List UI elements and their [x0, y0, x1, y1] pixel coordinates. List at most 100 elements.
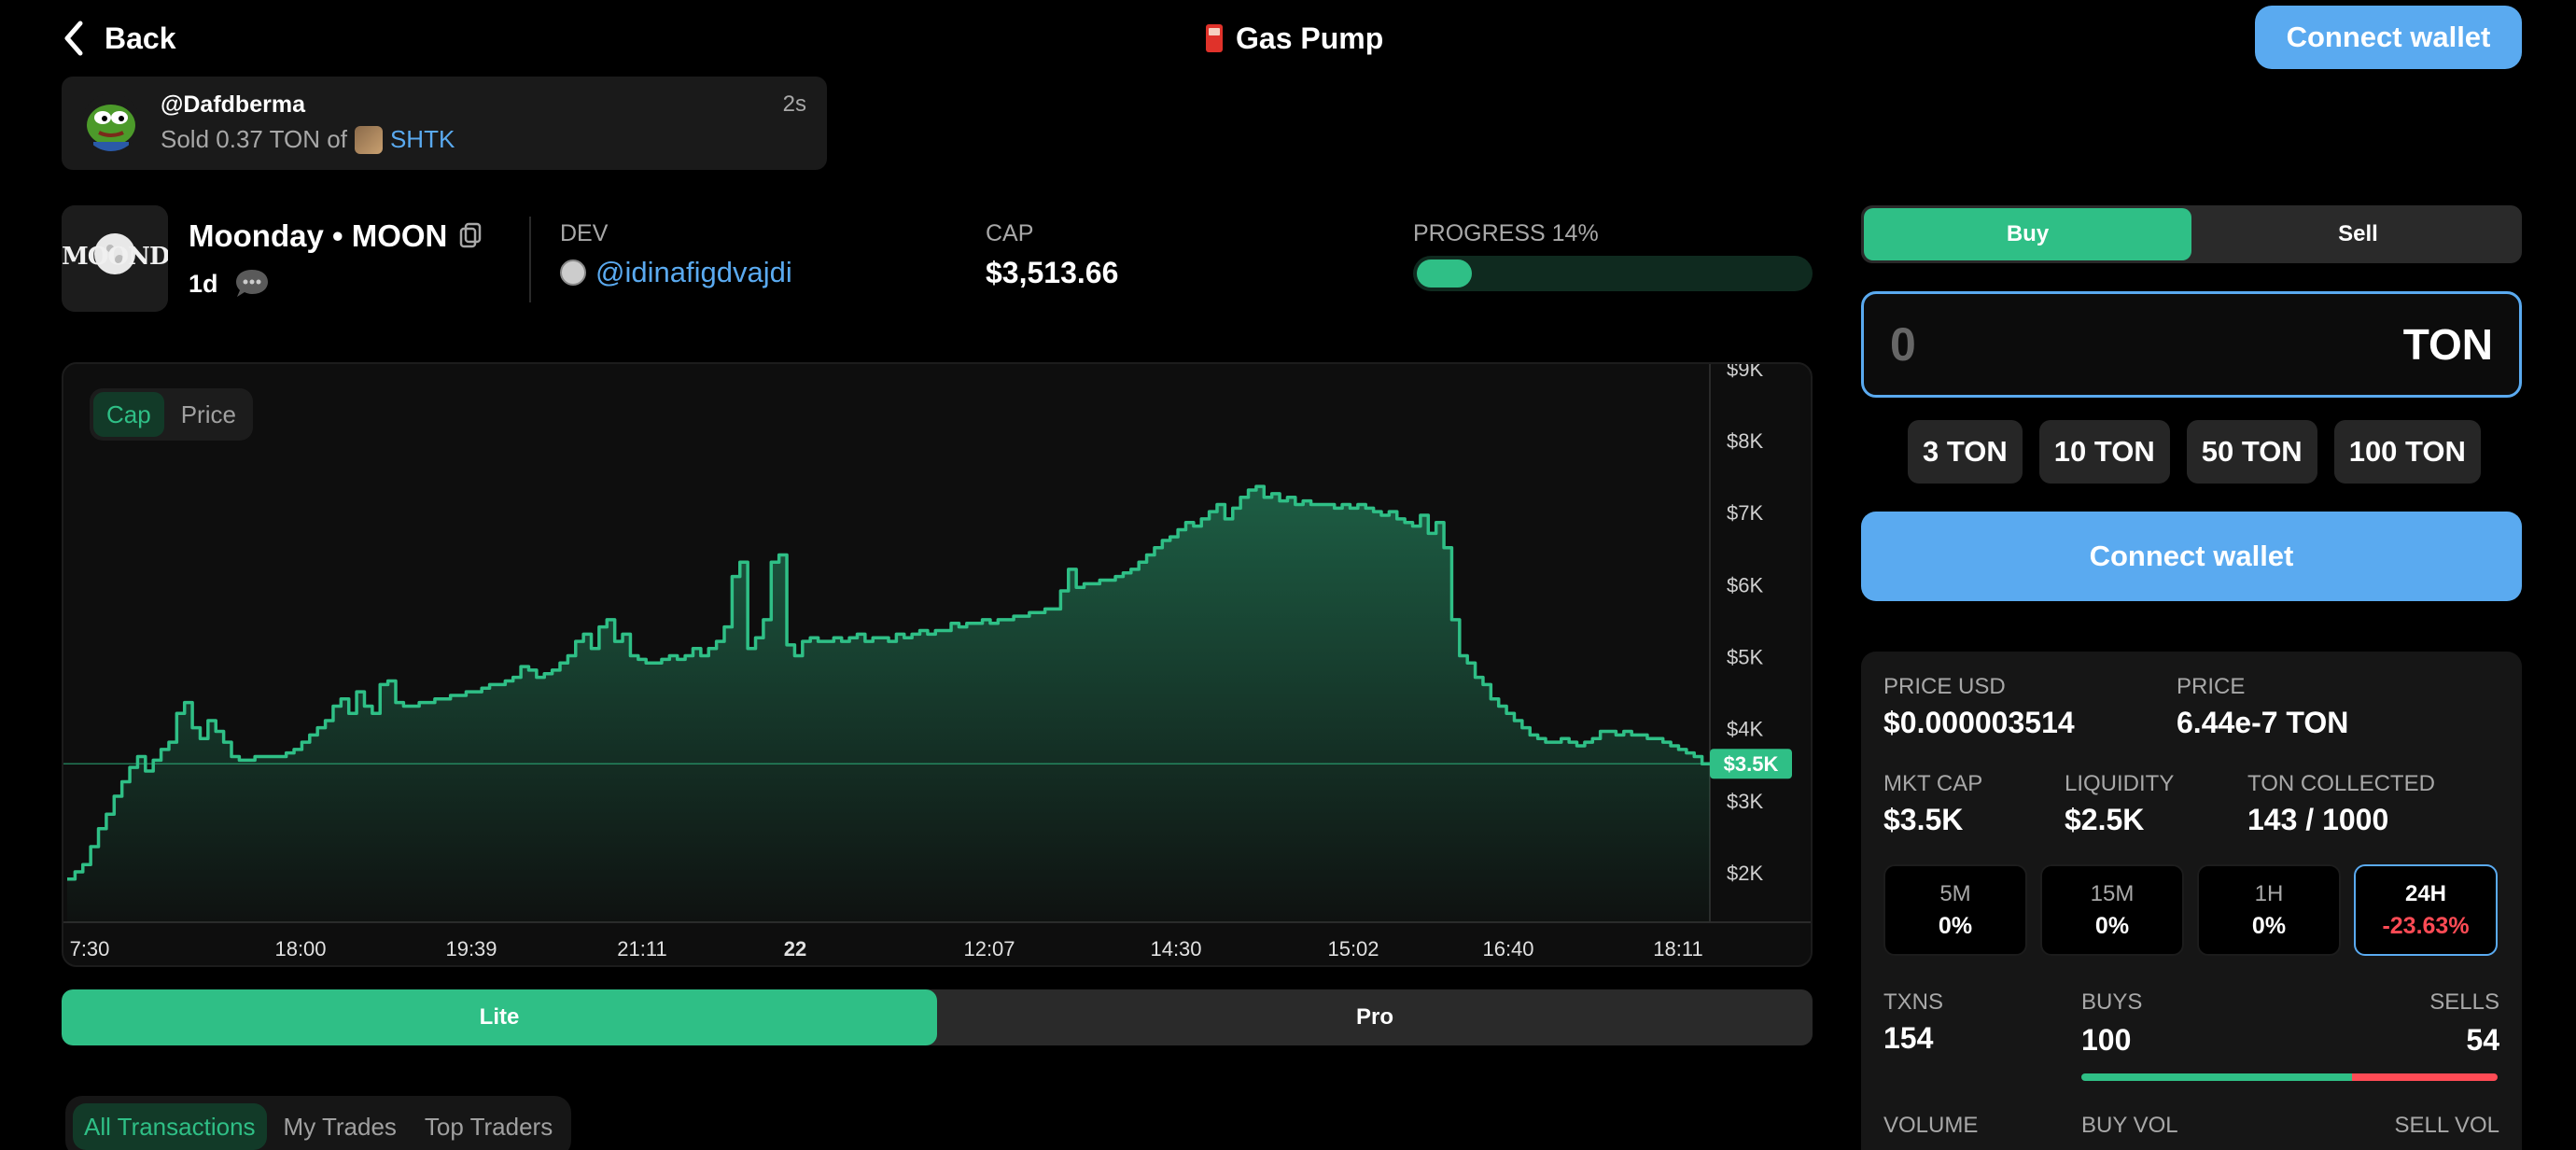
- token-logo: MOONDAY: [62, 205, 168, 312]
- notification-action-text: Sold 0.37 TON of: [161, 125, 347, 153]
- notification-time: 2s: [782, 91, 806, 117]
- txns-value: 154: [1883, 1021, 1934, 1055]
- current-value-label: $3.5K: [1724, 752, 1779, 776]
- notification-action: Sold 0.37 TON of SHTK: [161, 125, 455, 154]
- x-tick-label: 18:11: [1653, 937, 1702, 961]
- dev-link[interactable]: @idinafigdvajdi: [560, 256, 792, 289]
- timeframe-15m[interactable]: 15M 0%: [2040, 864, 2184, 956]
- x-tick-label: 7:30: [70, 937, 110, 961]
- sells-value: 54: [2466, 1023, 2499, 1057]
- sell-share: [2351, 1073, 2498, 1081]
- price-usd-label: PRICE USD: [1883, 674, 2006, 699]
- current-value-badge: [1710, 749, 1792, 779]
- pro-tab[interactable]: Pro: [1355, 1004, 1393, 1030]
- timeframe-label: 15M: [2090, 881, 2135, 906]
- y-tick-label: $7K: [1727, 501, 1763, 525]
- chart-cap-tab[interactable]: Cap: [93, 392, 164, 437]
- progress-fill: [1417, 259, 1472, 288]
- progress-bar: [1413, 256, 1813, 291]
- sell-vol-label: SELL VOL: [2394, 1113, 2499, 1138]
- token-thumbnail: [354, 125, 383, 154]
- mktcap-value: $3.5K: [1883, 803, 1964, 836]
- quick-amounts: 3 TON 10 TON 50 TON 100 TON: [1908, 420, 2481, 484]
- trade-notification[interactable]: @Dafdberma Sold 0.37 TON of SHTK 2s: [62, 77, 827, 170]
- y-tick-label: $9K: [1727, 364, 1763, 381]
- price-value: 6.44e-7 TON: [2177, 706, 2349, 739]
- x-tick-label: 15:02: [1327, 937, 1379, 961]
- price-label: PRICE: [2177, 674, 2246, 699]
- app-title-text: Gas Pump: [1236, 21, 1384, 55]
- y-tick-label: $4K: [1727, 718, 1763, 741]
- price-usd-value: $0.000003514: [1883, 706, 2075, 739]
- buy-share: [2081, 1073, 2352, 1081]
- volume-label: VOLUME: [1883, 1113, 1979, 1138]
- token-age-text: 1d: [189, 269, 218, 298]
- connect-wallet-button[interactable]: Connect wallet: [2255, 6, 2522, 69]
- buys-label: BUYS: [2081, 989, 2143, 1015]
- y-tick-label: $2K: [1727, 862, 1763, 885]
- chart-price-tab[interactable]: Price: [180, 400, 236, 428]
- price-chart[interactable]: $9K $8K $7K $6K $5K $4K $3K $2K $3.5K 7:30 18:00 19…: [62, 362, 1813, 967]
- timeframe-label: 24H: [2404, 881, 2447, 906]
- tab-all-transactions[interactable]: All Transactions: [73, 1103, 267, 1150]
- comment-icon[interactable]: [233, 267, 271, 301]
- timeframe-change: -23.63%: [2382, 913, 2470, 939]
- dev-label: DEV: [560, 220, 609, 246]
- ton-collected-label: TON COLLECTED: [2247, 771, 2435, 796]
- transaction-tabs: All Transactions My Trades Top Traders: [65, 1096, 572, 1150]
- ton-collected-value: 143 / 1000: [2247, 803, 2389, 836]
- lite-tab[interactable]: Lite: [62, 989, 937, 1045]
- chart-series-line: [67, 484, 1710, 881]
- quick-amount-button[interactable]: 50 TON: [2186, 420, 2317, 484]
- x-tick-label: 21:11: [617, 937, 666, 961]
- x-tick-label: 22: [784, 937, 806, 961]
- sells-label: SELLS: [2429, 989, 2499, 1015]
- buy-vol-label: BUY VOL: [2081, 1113, 2178, 1138]
- connect-wallet-trade-button[interactable]: Connect wallet: [1861, 512, 2522, 601]
- buy-tab[interactable]: Buy: [1864, 208, 2191, 260]
- quick-amount-button[interactable]: 3 TON: [1908, 420, 2023, 484]
- timeframe-1h[interactable]: 1H 0%: [2197, 864, 2341, 956]
- x-tick-label: 16:40: [1482, 937, 1533, 961]
- timeframe-change: 0%: [2251, 913, 2287, 939]
- progress-label: PROGRESS 14%: [1413, 220, 1599, 246]
- timeframe-24h[interactable]: 24H -23.63%: [2354, 864, 2498, 956]
- timeframe-5m[interactable]: 5M 0%: [1883, 864, 2027, 956]
- app-title: Gas Pump: [1204, 17, 1383, 60]
- chart-mode-toggle: Cap Price: [90, 388, 253, 441]
- tab-top-traders[interactable]: Top Traders: [424, 1112, 553, 1141]
- fuel-pump-icon: [1204, 22, 1225, 54]
- buy-sell-toggle: Buy Sell: [1861, 205, 2522, 263]
- x-tick-label: 14:30: [1150, 937, 1201, 961]
- back-label: Back: [105, 21, 176, 55]
- tab-my-trades[interactable]: My Trades: [283, 1112, 397, 1141]
- liquidity-value: $2.5K: [2065, 803, 2145, 836]
- back-button[interactable]: Back: [62, 17, 176, 60]
- liquidity-label: LIQUIDITY: [2065, 771, 2175, 796]
- token-name-text: Moonday • MOON: [189, 218, 448, 253]
- timeframe-change: 0%: [2094, 913, 2130, 939]
- sell-tab[interactable]: Sell: [2338, 221, 2378, 246]
- buy-sell-ratio-bar: [2081, 1073, 2498, 1081]
- user-avatar: [82, 93, 140, 151]
- cap-value: $3,513.66: [986, 256, 1119, 289]
- token-logo-text: MOONDAY: [62, 243, 168, 271]
- quick-amount-button[interactable]: 100 TON: [2333, 420, 2481, 484]
- timeframe-label: 1H: [2254, 881, 2284, 906]
- copy-icon[interactable]: [458, 222, 483, 250]
- mktcap-label: MKT CAP: [1883, 771, 1983, 796]
- divider: [529, 217, 531, 302]
- token-stats-panel: PRICE USD $0.000003514 PRICE 6.44e-7 TON…: [1861, 652, 2522, 1150]
- token-age: 1d: [189, 267, 271, 301]
- x-tick-label: 18:00: [274, 937, 326, 961]
- dev-handle: @idinafigdvajdi: [595, 256, 792, 288]
- chart-canvas: $9K $8K $7K $6K $5K $4K $3K $2K $3.5K 7:30 18:00 19…: [63, 364, 1811, 961]
- y-tick-label: $8K: [1727, 429, 1763, 453]
- chevron-left-icon: [64, 21, 83, 56]
- txns-label: TXNS: [1883, 989, 1944, 1015]
- quick-amount-button[interactable]: 10 TON: [2038, 420, 2170, 484]
- notification-token-link[interactable]: SHTK: [389, 125, 455, 153]
- amount-unit: TON: [2402, 320, 2493, 369]
- amount-input[interactable]: 0 TON: [1861, 291, 2522, 398]
- amount-value: 0: [1890, 318, 1916, 371]
